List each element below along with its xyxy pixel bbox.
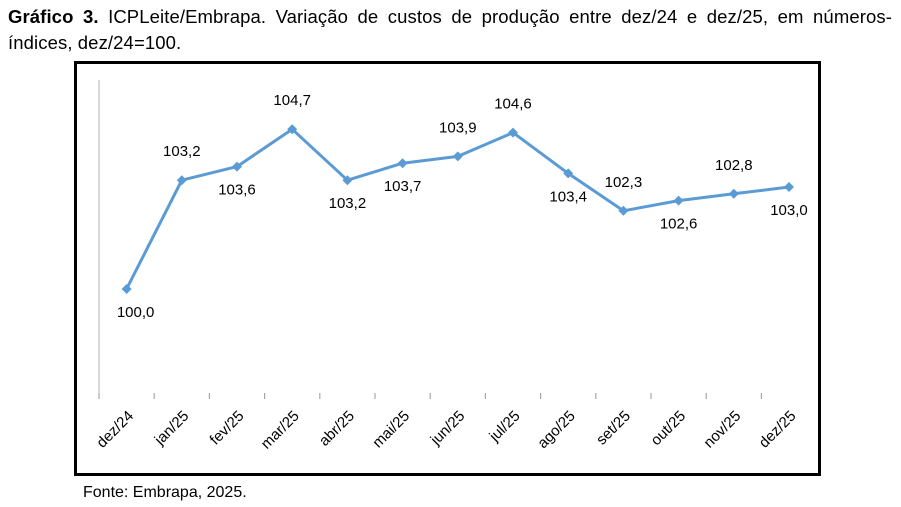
x-tick-label: abr/25	[316, 408, 358, 450]
data-label: 103,6	[218, 182, 256, 199]
data-point-marker	[287, 124, 298, 135]
data-point-marker	[176, 175, 187, 186]
data-point-marker	[784, 182, 794, 192]
data-point-marker	[342, 175, 353, 186]
data-label: 103,4	[549, 188, 587, 205]
data-label: 103,9	[439, 119, 477, 136]
x-tick-label: fev/25	[207, 408, 248, 449]
data-label: 103,0	[770, 202, 808, 219]
data-point-marker	[673, 195, 684, 206]
x-tick-label: jul/25	[485, 408, 523, 446]
caption-text: ICPLeite/Embrapa. Variação de custos de …	[8, 6, 892, 53]
source-note: Fonte: Embrapa, 2025.	[83, 484, 247, 501]
data-label: 104,7	[273, 92, 311, 109]
x-tick-label: mai/25	[369, 408, 413, 452]
data-label: 100,0	[117, 304, 155, 321]
data-label: 102,3	[605, 174, 643, 191]
chart-caption: Gráfico 3. ICPLeite/Embrapa. Variação de…	[8, 4, 892, 56]
data-label: 103,2	[163, 143, 201, 160]
x-tick-label: dez/24	[93, 408, 137, 452]
data-point-marker	[232, 161, 242, 172]
chart-frame	[74, 61, 821, 476]
x-tick-label: mar/25	[258, 408, 303, 453]
data-label: 103,7	[384, 178, 422, 195]
data-label: 104,6	[494, 96, 532, 113]
data-point-marker	[452, 151, 463, 162]
x-tick-label: dez/25	[756, 408, 800, 452]
x-tick-label: set/25	[593, 408, 634, 449]
data-point-marker	[728, 188, 739, 199]
x-tick-label: nov/25	[700, 408, 744, 452]
x-tick-label: jun/25	[427, 408, 469, 450]
data-point-marker	[397, 158, 408, 169]
data-label: 102,6	[660, 216, 698, 233]
data-label: 103,2	[329, 195, 367, 212]
x-tick-label: out/25	[648, 408, 690, 450]
data-point-marker	[618, 205, 629, 216]
data-point-marker	[121, 284, 132, 294]
data-point-marker	[563, 168, 574, 179]
data-point-marker	[508, 127, 518, 138]
data-label: 102,8	[715, 157, 753, 174]
x-tick-label: ago/25	[534, 408, 578, 452]
x-tick-label: jan/25	[151, 408, 193, 450]
caption-label: Gráfico 3.	[8, 6, 99, 27]
